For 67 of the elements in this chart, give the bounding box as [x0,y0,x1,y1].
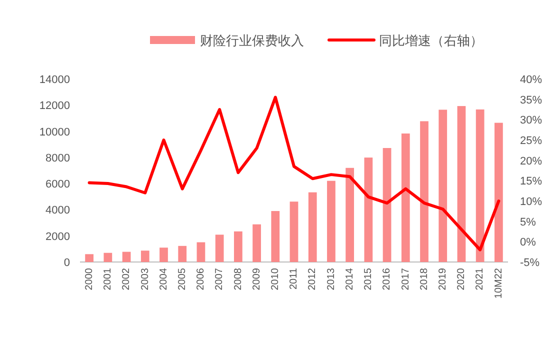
bar [382,148,392,262]
y2-tick-label: -5% [520,257,540,269]
bar [160,248,168,262]
x-tick-label: 2002 [121,268,132,290]
y-tick-label: 6000 [46,178,70,191]
y2-tick-label: 10% [520,196,542,208]
x-tick-label: 2007 [214,268,226,290]
line-series [88,96,500,252]
bar [494,122,503,262]
y-tick-label: 2000 [46,230,70,243]
x-tick-label: 2003 [140,268,151,290]
y2-tick-label: 15% [520,176,542,188]
x-tick-label: 2014 [344,268,356,290]
legend-label: 同比增速（右轴） [379,33,483,48]
bar [420,121,428,262]
legend-label: 财险行业保费收入 [200,33,304,48]
x-tick-label: 2009 [251,268,262,290]
x-tick-label: 2017 [400,268,412,290]
bar [215,234,224,262]
y-tick-label: 12000 [39,100,70,112]
x-tick-label: 2000 [84,268,95,290]
y2-tick-label: 25% [520,135,542,147]
x-tick-label: 10M22 [493,268,504,299]
y2-tick-label: 35% [520,94,542,106]
y2-tick-label: 5% [520,216,536,228]
x-tick-label: 2020 [456,268,468,290]
bar [308,192,317,262]
x-tick-label: 2010 [270,268,282,290]
x-tick-label: 2008 [232,268,244,290]
bar [196,242,206,262]
y2-tick-label: 40% [520,74,542,86]
bar [346,168,354,262]
y2-tick-label: 30% [520,114,542,127]
y-tick-label: 0 [64,257,70,269]
bar [178,246,187,262]
y2-tick-label: 20% [520,155,542,168]
x-tick-label: 2006 [196,268,207,290]
y2-tick-label: 0% [520,236,536,249]
x-tick-label: 2016 [382,268,393,290]
x-tick-label: 2004 [158,268,170,290]
bar [401,134,410,262]
y-tick-label: 8000 [46,152,70,164]
bar [234,231,242,262]
x-tick-label: 2013 [326,268,337,290]
x-tick-label: 2018 [418,268,430,290]
bar [252,224,261,262]
bar [290,202,298,262]
x-tick-label: 2001 [102,268,114,290]
bar [457,106,466,262]
bar [122,252,131,262]
y-tick-label: 10000 [39,126,70,138]
x-tick-label: 2021 [474,268,486,290]
x-tick-label: 2005 [176,268,188,290]
bar [85,254,94,262]
x-tick-label: 2015 [363,268,374,290]
bar [327,180,336,262]
bar [271,211,280,262]
bar [364,158,373,262]
y-tick-label: 4000 [46,204,70,217]
x-tick-label: 2011 [288,268,300,290]
x-tick-label: 2012 [307,268,318,290]
bar [476,109,484,262]
bar [438,110,448,262]
bar [104,252,112,262]
y-tick-label: 14000 [39,74,70,86]
x-tick-label: 2019 [438,268,449,290]
bar [140,250,150,262]
